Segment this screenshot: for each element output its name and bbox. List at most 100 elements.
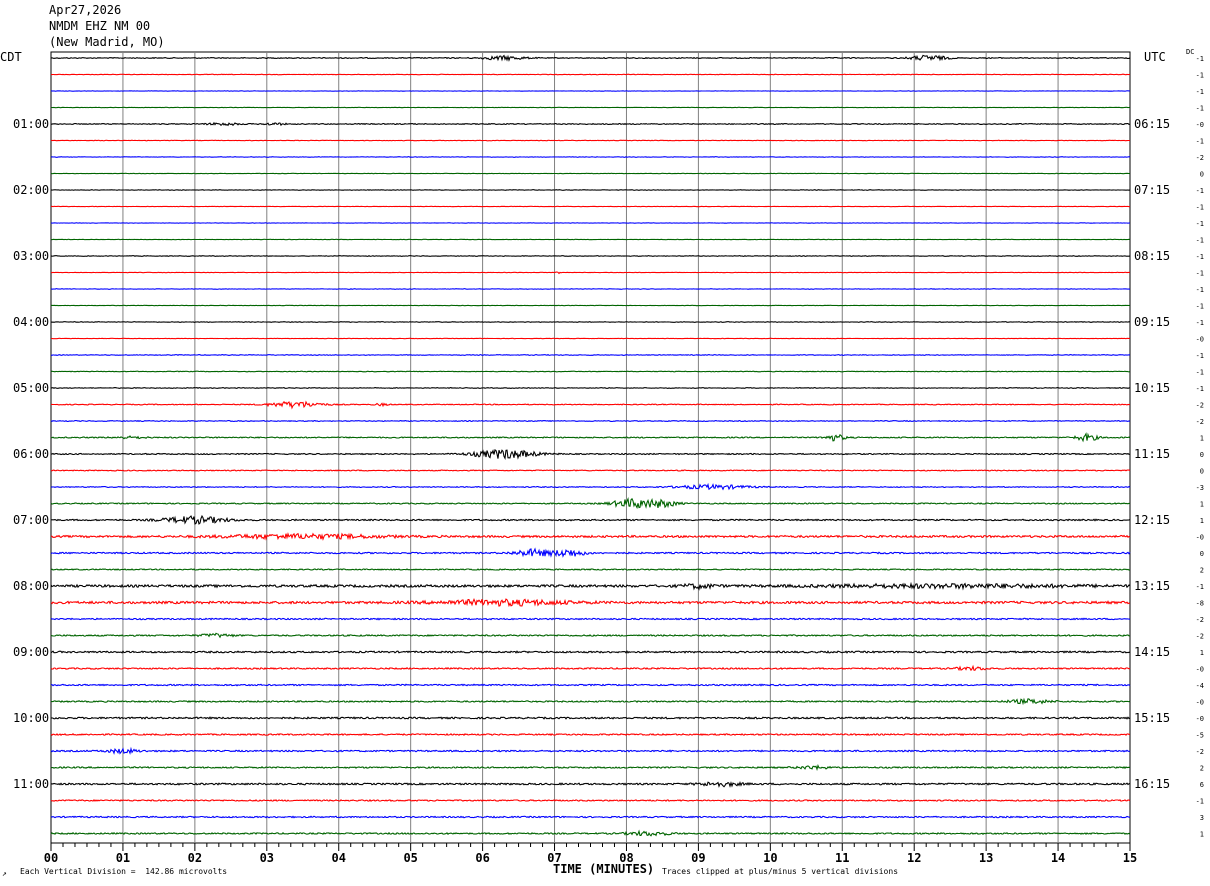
dc-offset-label: -2: [1196, 633, 1204, 641]
dc-offset-label: -0: [1196, 534, 1204, 542]
left-hour-label: 01:00: [13, 117, 49, 131]
x-axis-label: TIME (MINUTES): [553, 862, 655, 876]
dc-offset-label: -1: [1196, 303, 1204, 311]
dc-offset-label: -1: [1196, 369, 1204, 377]
dc-offset-label: -2: [1196, 418, 1204, 426]
dc-offset-label: -1: [1196, 138, 1204, 146]
x-tick-label: 01: [116, 851, 130, 865]
dc-offset-label: -1: [1196, 88, 1204, 96]
dc-offset-label: -4: [1196, 682, 1204, 690]
trace-row-8: [50, 189, 1131, 191]
dc-offset-label: 0: [1200, 468, 1204, 476]
left-hour-label: 05:00: [13, 381, 49, 395]
left-hour-label: 04:00: [13, 315, 49, 329]
left-hour-label: 10:00: [13, 711, 49, 725]
trace-row-47: [50, 829, 1131, 837]
dc-offset-label: -1: [1196, 319, 1204, 327]
x-tick-label: 11: [835, 851, 849, 865]
trace-row-16: [50, 321, 1131, 323]
location-label: (New Madrid, MO): [49, 35, 165, 49]
dc-offset-label: -1: [1196, 237, 1204, 245]
right-hour-label: 07:15: [1134, 183, 1170, 197]
trace-row-43: [50, 763, 1131, 772]
right-hour-label: 08:15: [1134, 249, 1170, 263]
dc-offset-label: 2: [1200, 765, 1204, 773]
dc-offset-label: -5: [1196, 732, 1204, 740]
trace-row-44: [50, 781, 1131, 788]
vertical-division-note: Each Vertical Division = 142.86 microvol…: [20, 867, 228, 876]
x-tick-label: 14: [1051, 851, 1065, 865]
right-hour-label: 09:15: [1134, 315, 1170, 329]
left-hour-label: 11:00: [13, 777, 49, 791]
left-hour-label: 07:00: [13, 513, 49, 527]
trace-row-27: [50, 497, 1131, 510]
dc-offset-label: -2: [1196, 616, 1204, 624]
dc-offset-label: 1: [1200, 501, 1204, 509]
x-tick-label: 09: [691, 851, 705, 865]
trace-row-45: [50, 799, 1131, 802]
x-tick-label: 06: [475, 851, 489, 865]
trace-row-4: [50, 121, 1131, 127]
trace-row-14: [50, 288, 1131, 290]
dc-offset-label: -2: [1196, 748, 1204, 756]
dc-offset-label: -0: [1196, 715, 1204, 723]
x-tick-label: 05: [403, 851, 417, 865]
right-hour-label: 10:15: [1134, 381, 1170, 395]
trace-row-34: [50, 617, 1131, 621]
dc-header-label: DC: [1186, 48, 1195, 56]
dc-offset-label: -1: [1196, 55, 1204, 63]
right-hour-label: 13:15: [1134, 579, 1170, 593]
dc-offset-label: -1: [1196, 286, 1204, 294]
trace-row-0: [50, 54, 1131, 62]
dc-offset-label: -1: [1196, 798, 1204, 806]
dc-offset-label: -1: [1196, 204, 1204, 212]
trace-row-1: [50, 73, 1131, 76]
dc-offset-label: 1: [1200, 649, 1204, 657]
dc-offset-label: -1: [1196, 105, 1204, 113]
dc-offset-label: 1: [1200, 831, 1204, 839]
right-hour-label: 11:15: [1134, 447, 1170, 461]
footer-mark: ↗: [2, 869, 7, 878]
trace-row-42: [50, 746, 1131, 755]
dc-offset-label: -0: [1196, 699, 1204, 707]
dc-offset-label: 1: [1200, 517, 1204, 525]
dc-offset-label: -3: [1196, 484, 1204, 492]
trace-row-5: [50, 139, 1131, 142]
trace-row-26: [50, 482, 1131, 491]
x-tick-label: 13: [979, 851, 993, 865]
x-tick-label: 12: [907, 851, 921, 865]
dc-offset-label: -0: [1196, 336, 1204, 344]
trace-row-6: [50, 156, 1131, 158]
dc-offset-label: -0: [1196, 121, 1204, 129]
trace-row-33: [50, 598, 1131, 608]
trace-row-31: [50, 568, 1131, 571]
trace-row-35: [50, 632, 1131, 639]
x-tick-label: 07: [547, 851, 561, 865]
x-tick-label: 04: [332, 851, 346, 865]
dc-offset-label: 0: [1200, 171, 1204, 179]
trace-row-40: [50, 716, 1131, 720]
trace-row-23: [51, 432, 1131, 443]
x-tick-label: 02: [188, 851, 202, 865]
trace-row-46: [50, 815, 1131, 819]
right-timezone-label: UTC: [1144, 50, 1166, 64]
station-label: NMDM EHZ NM 00: [49, 19, 151, 33]
dc-offset-label: -1: [1196, 270, 1204, 278]
x-tick-label: 10: [763, 851, 777, 865]
dc-offset-label: -1: [1196, 385, 1204, 393]
left-hour-label: 06:00: [13, 447, 49, 461]
dc-offset-label: -0: [1196, 666, 1204, 674]
x-tick-label: 08: [619, 851, 633, 865]
dc-offset-label: -1: [1196, 187, 1204, 195]
dc-offset-label: -8: [1196, 600, 1204, 608]
left-hour-label: 02:00: [13, 183, 49, 197]
x-tick-label: 03: [260, 851, 274, 865]
trace-row-37: [50, 664, 1131, 672]
dc-offset-label: -1: [1196, 253, 1204, 261]
x-tick-label: 00: [44, 851, 58, 865]
right-hour-label: 14:15: [1134, 645, 1170, 659]
trace-row-13: [50, 271, 1131, 275]
dc-offset-label: 3: [1200, 814, 1204, 822]
trace-row-24: [50, 448, 1131, 461]
trace-row-29: [50, 532, 1131, 541]
